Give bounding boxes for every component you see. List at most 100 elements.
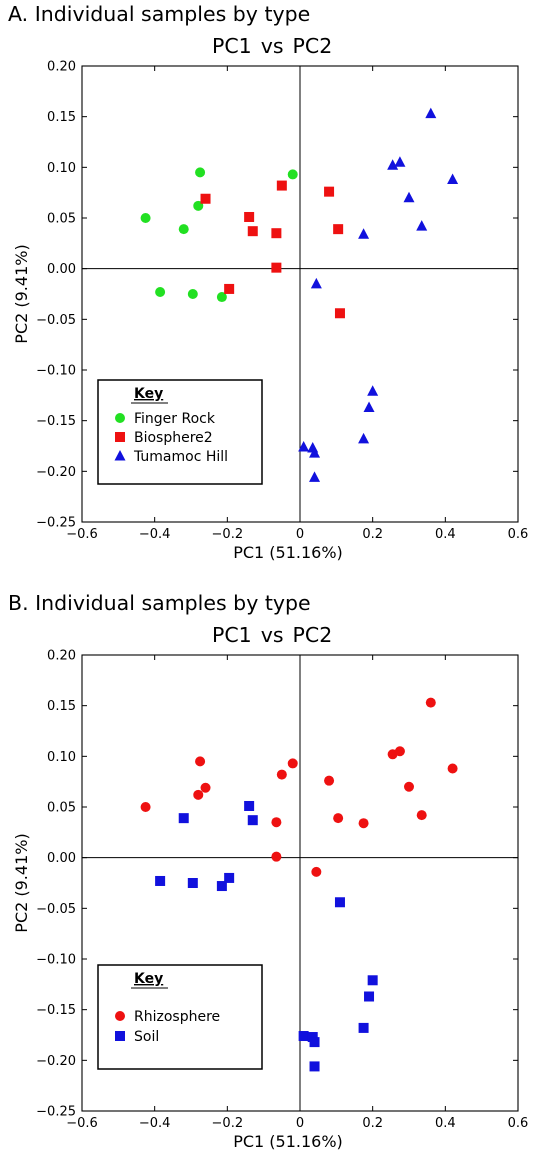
data-point-tumamoc-hill [358,432,370,444]
x-tick-label-b: 0.4 [435,1116,456,1131]
data-point-rhizosphere [404,781,414,792]
data-point-biosphere2 [271,228,282,239]
data-point-soil [187,878,198,888]
y-tick-label-a: −0.10 [36,364,76,379]
x-tick-label-b: 0.6 [508,1116,529,1131]
data-point-biosphere2 [324,186,335,197]
data-point-finger-rock [155,286,166,297]
x-axis-label-a: PC1 (51.16%) [233,543,343,562]
scatter-plot-a: −0.6 −0.4 −0.2 0 0.2 0.4 0.60.200.150.100.050.… [12,60,529,563]
data-point-finger-rock [216,292,227,303]
data-point-biosphere2 [334,308,345,319]
x-tick-label-b: −0.2 [212,1116,244,1131]
y-tick-label-a: 0.05 [47,212,76,227]
chart-title-b-mid: vs [260,623,284,647]
legend-label-tumamoc-hill: Tumamoc Hill [133,449,228,465]
y-tick-label-a: −0.20 [36,465,76,480]
legend-title-b: Key [134,971,163,987]
legend-label-biosphere2: Biosphere2 [134,430,213,446]
data-point-soil [309,1061,320,1072]
data-point-rhizosphere [271,817,282,828]
data-point-tumamoc-hill [447,173,459,184]
chart-title-b: PC1 vs PC2 [212,623,332,647]
data-point-rhizosphere [425,697,436,708]
data-point-biosphere2 [244,211,255,222]
data-point-rhizosphere [447,763,458,774]
y-axis-label-a: PC2 (9.41%) [12,244,31,343]
data-point-rhizosphere [358,818,369,829]
x-tick-label-a: −0.2 [212,527,244,542]
y-tick-label-b: −0.05 [36,902,76,917]
x-tick-label-a: 0.6 [508,527,529,542]
y-tick-label-a: −0.05 [36,313,76,328]
data-point-biosphere2 [224,283,235,294]
x-tick-label-b: 0.2 [362,1116,383,1131]
data-point-rhizosphere [324,775,335,786]
x-axis-label-b: PC1 (51.16%) [233,1132,343,1151]
legend-box-a [97,379,263,485]
data-point-rhizosphere [394,746,405,757]
data-point-tumamoc-hill [367,385,379,396]
data-point-tumamoc-hill [387,159,399,170]
data-point-soil [334,897,345,908]
data-point-rhizosphere [333,813,344,824]
chart-title-b-right: PC2 [292,623,333,647]
y-tick-label-b: 0.00 [47,851,76,866]
legend-marker-rhizosphere [115,1011,125,1021]
data-point-finger-rock [287,169,298,180]
chart-title-a-right: PC2 [292,34,333,58]
legend-marker-finger-rock [115,413,125,423]
y-tick-label-a: −0.15 [36,414,76,429]
y-tick-label-b: 0.10 [47,750,76,765]
x-tick-label-a: −0.4 [139,527,171,542]
x-tick-label-a: −0.6 [66,527,98,542]
y-tick-label-b: −0.25 [36,1105,76,1120]
x-tick-label-b: −0.6 [66,1116,98,1131]
data-point-soil [224,872,235,883]
y-tick-label-a: 0.10 [47,161,76,176]
data-point-biosphere2 [271,262,282,273]
data-point-tumamoc-hill [403,191,415,203]
data-point-soil [307,1032,318,1043]
x-tick-label-a: 0.4 [435,527,456,542]
data-point-soil [244,800,255,811]
y-tick-label-b: −0.10 [36,953,76,968]
legend-b: Key Rhizosphere Soil [97,964,263,1070]
data-point-biosphere2 [200,193,211,204]
data-point-rhizosphere [200,782,211,793]
scatter-plot-b: −0.6 −0.4 −0.2 0 0.2 0.4 0.60.200.150.100.050.… [12,649,529,1152]
legend-title-a: Key [134,386,163,402]
chart-title-b-left: PC1 [212,623,252,647]
data-point-rhizosphere [416,810,427,821]
legend-label-soil: Soil [134,1029,159,1045]
data-point-tumamoc-hill [394,156,406,167]
data-point-soil [216,881,227,892]
y-tick-label-a: 0.00 [47,262,76,277]
y-tick-label-b: 0.15 [47,699,76,714]
panel-title-b: B. Individual samples by type [8,591,311,615]
data-point-rhizosphere [287,758,298,769]
data-point-soil [309,1037,320,1048]
chart-title-a: PC1 vs PC2 [212,34,332,58]
y-tick-label-a: 0.20 [47,60,76,75]
data-point-rhizosphere [195,756,206,767]
figure-b: −0.6 −0.4 −0.2 0 0.2 0.4 0.6 0.20 0.15 0.10 0.05 0.… [0,589,537,1166]
data-point-soil [298,1031,309,1042]
data-point-tumamoc-hill [298,441,310,452]
data-point-tumamoc-hill [363,401,375,412]
data-point-rhizosphere [193,789,204,800]
panel-title-a: A. Individual samples by type [8,2,311,26]
data-point-tumamoc-hill [425,107,437,119]
y-axis-label-b: PC2 (9.41%) [12,833,31,932]
chart-title-a-left: PC1 [212,34,252,58]
data-point-biosphere2 [247,226,258,237]
legend-marker-biosphere2 [115,432,125,442]
data-point-biosphere2 [333,224,344,235]
y-tick-label-b: 0.05 [47,801,76,816]
legend-label-rhizosphere: Rhizosphere [134,1009,220,1025]
legend-a: Key Finger Rock Biosphere2 Tumamoc Hill [97,379,263,485]
data-point-finger-rock [195,167,206,178]
data-point-tumamoc-hill [358,228,370,239]
x-tick-label-a: 0.2 [362,527,383,542]
data-point-tumamoc-hill [309,447,321,458]
